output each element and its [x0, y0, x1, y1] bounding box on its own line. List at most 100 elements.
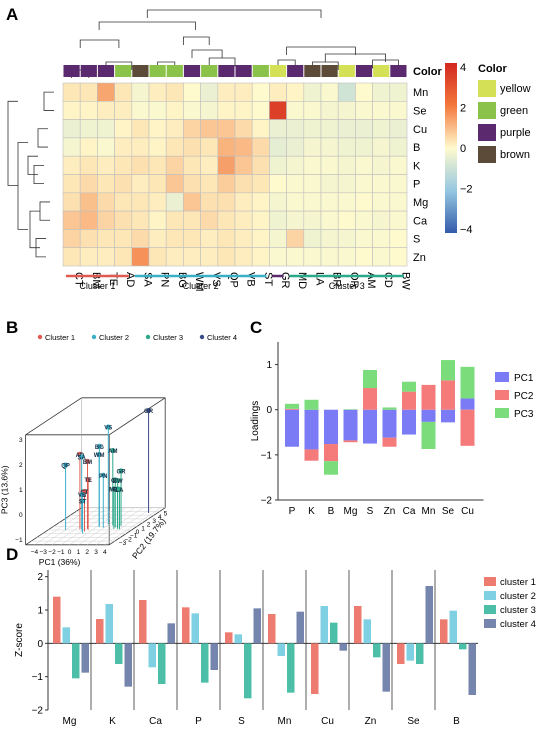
heatmap-cell: [97, 101, 115, 120]
heatmap-cell: [79, 155, 98, 175]
y-tick-label: 2: [147, 522, 151, 529]
heatmap-cell: [372, 210, 391, 230]
heatmap-cell: [114, 119, 133, 139]
point-label: MD: [109, 487, 119, 493]
y-tick-label: 2: [37, 572, 43, 583]
x-tick-label: Ca: [403, 506, 416, 517]
loading-bar: [441, 409, 455, 423]
heatmap-cell: [217, 210, 236, 230]
heatmap-cell: [148, 137, 167, 157]
column-color-cell: [218, 65, 235, 77]
heatmap-cell: [79, 192, 98, 212]
x-tick-label: −1: [57, 549, 65, 556]
x-tick-label: Zn: [384, 506, 396, 517]
heatmap-cell: [97, 247, 115, 267]
data-point: [110, 448, 116, 454]
box-edge: [25, 397, 82, 436]
heatmap-cell: [320, 155, 339, 175]
loading-bar: [421, 409, 436, 422]
z-tick-label: 1: [19, 487, 23, 494]
heatmap-cell: [251, 192, 270, 212]
column-color-cell: [390, 65, 407, 77]
row-label: Ca: [413, 215, 428, 227]
heatmap-cell: [269, 210, 287, 230]
colorbar-tick: −4: [460, 224, 473, 236]
heatmap-cell: [114, 101, 133, 120]
colorbar: [445, 63, 457, 233]
z-tick-label: 0: [19, 512, 23, 519]
heatmap-cell: [251, 101, 270, 120]
point-label: PN: [99, 474, 107, 480]
x-tick-label: B: [453, 716, 460, 727]
column-color-cell: [149, 65, 166, 77]
point-label: BM: [83, 460, 92, 466]
heatmap-cell: [286, 192, 305, 212]
loading-bar: [285, 408, 299, 410]
heatmap-cell: [286, 137, 305, 157]
heatmap-cell: [217, 174, 236, 194]
heatmap-cell: [234, 82, 253, 102]
loading-bar: [402, 381, 416, 392]
heatmap-cell: [251, 82, 270, 102]
x-tick-label: Ca: [149, 716, 162, 727]
loading-bar: [304, 399, 319, 410]
heatmap-cell: [234, 137, 253, 157]
panel-label-c: C: [250, 318, 262, 337]
x-tick-label: Mn: [278, 716, 292, 727]
heatmap-cell: [320, 192, 339, 212]
dendrogram-branch: [208, 57, 236, 66]
heatmap-cell: [79, 247, 98, 267]
heatmap-cell: [62, 174, 81, 194]
panel-label-b: B: [6, 318, 18, 337]
heatmap-cell: [97, 192, 115, 212]
heatmap-cell: [79, 174, 98, 194]
heatmap-cell: [303, 101, 322, 120]
point-label: ST: [79, 499, 87, 505]
heatmap-cell: [62, 137, 81, 157]
data-point: [79, 454, 85, 460]
heatmap-cell: [114, 82, 133, 102]
point-label: CT: [80, 490, 88, 496]
heatmap-cell: [389, 192, 408, 212]
x-tick-label: K: [109, 716, 116, 727]
heatmap-cell: [269, 119, 287, 139]
loading-bar: [343, 409, 358, 410]
column-label: VB: [245, 272, 257, 287]
heatmap-cell: [286, 210, 305, 230]
heatmap-cell: [320, 119, 339, 139]
data-point: [117, 486, 123, 492]
column-label: PN: [159, 272, 171, 287]
row-label: P: [413, 179, 420, 191]
heatmap-cell: [251, 119, 270, 139]
heatmap-cell: [97, 119, 115, 139]
point-label: WM: [94, 453, 105, 459]
x-tick-label: P: [289, 506, 296, 517]
heatmap-cell: [200, 137, 219, 157]
loading-bar: [460, 409, 475, 446]
row-label: Mn: [413, 87, 428, 99]
zscore-bar: [449, 610, 457, 644]
loading-bar: [421, 421, 436, 449]
x-tick-label: B: [328, 506, 335, 517]
heatmap-cell: [62, 119, 81, 139]
legend-swatch: [478, 80, 496, 97]
heatmap-cell: [372, 137, 391, 157]
heatmap-cell: [200, 101, 219, 120]
row-dendrogram-branch: [29, 210, 40, 249]
data-point: [63, 462, 69, 468]
heatmap-cell: [183, 137, 201, 157]
heatmap-cell: [337, 174, 356, 194]
heatmap-cell: [234, 155, 253, 175]
y-tick-label: −2: [124, 536, 132, 543]
dendrogram-branch: [191, 49, 223, 58]
y-tick-label: −2: [32, 706, 44, 717]
zscore-bar: [363, 619, 371, 644]
data-point: [100, 472, 106, 478]
heatmap-cell: [303, 174, 322, 194]
heatmap-cell: [389, 101, 408, 120]
z-tick-label: −1: [15, 537, 23, 544]
data-point: [118, 468, 124, 474]
legend-label: PC1: [514, 373, 534, 384]
heatmap-cell: [269, 101, 287, 120]
